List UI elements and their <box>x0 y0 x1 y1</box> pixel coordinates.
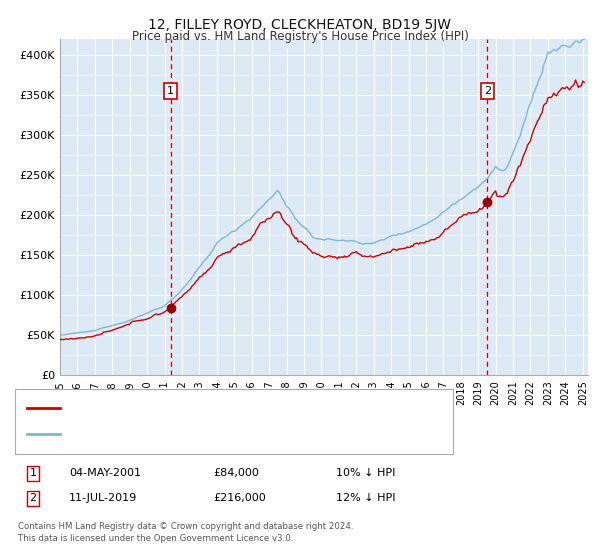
Text: 12% ↓ HPI: 12% ↓ HPI <box>336 493 395 503</box>
Text: HPI: Average price, detached house, Kirklees: HPI: Average price, detached house, Kirk… <box>66 430 301 440</box>
Text: 04-MAY-2001: 04-MAY-2001 <box>69 468 141 478</box>
Text: Contains HM Land Registry data © Crown copyright and database right 2024.: Contains HM Land Registry data © Crown c… <box>18 522 353 531</box>
Text: 1: 1 <box>167 86 174 96</box>
Text: 2: 2 <box>484 86 491 96</box>
Text: 12, FILLEY ROYD, CLECKHEATON, BD19 5JW (detached house): 12, FILLEY ROYD, CLECKHEATON, BD19 5JW (… <box>66 403 388 413</box>
Text: Price paid vs. HM Land Registry's House Price Index (HPI): Price paid vs. HM Land Registry's House … <box>131 30 469 43</box>
Text: 1: 1 <box>29 468 37 478</box>
Text: £84,000: £84,000 <box>213 468 259 478</box>
Text: 11-JUL-2019: 11-JUL-2019 <box>69 493 137 503</box>
Text: This data is licensed under the Open Government Licence v3.0.: This data is licensed under the Open Gov… <box>18 534 293 543</box>
Text: £216,000: £216,000 <box>213 493 266 503</box>
Text: 2: 2 <box>29 493 37 503</box>
Text: 10% ↓ HPI: 10% ↓ HPI <box>336 468 395 478</box>
Text: 12, FILLEY ROYD, CLECKHEATON, BD19 5JW: 12, FILLEY ROYD, CLECKHEATON, BD19 5JW <box>149 18 452 32</box>
